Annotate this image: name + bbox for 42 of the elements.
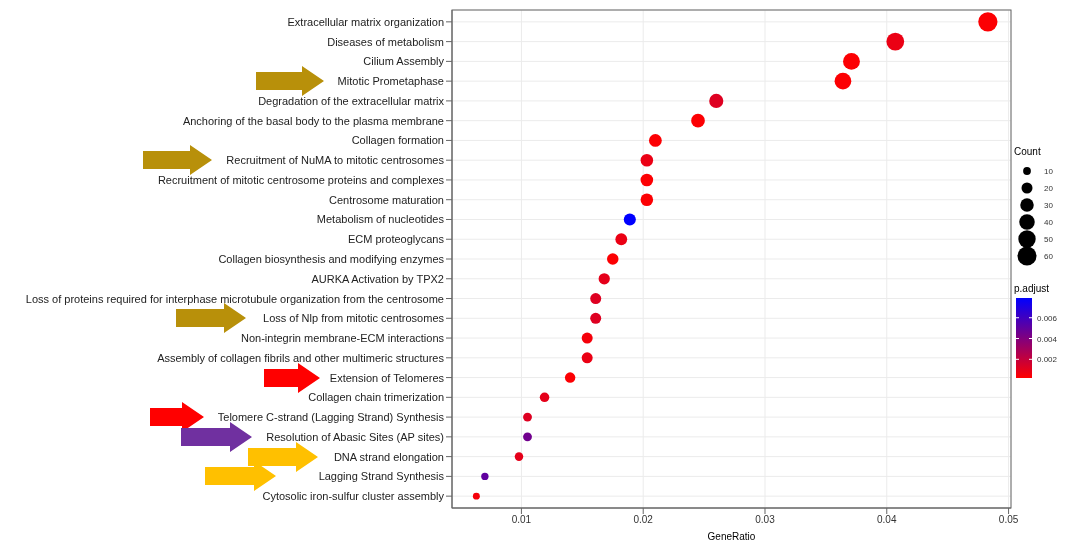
y-tick-label: Loss of Nlp from mitotic centrosomes (263, 312, 445, 325)
y-tick-label: Metabolism of nucleotides (316, 213, 445, 226)
color-bar-label: 0.004 (1037, 334, 1058, 344)
y-tick-label: Collagen formation (351, 134, 444, 147)
y-tick-label: Assembly of collagen fibrils and other multimeric structures (157, 351, 445, 364)
color-bar-title: p.adjust (1014, 283, 1051, 294)
y-tick-label: Collagen biosynthesis and modifying enzymes (218, 253, 445, 265)
y-tick-label: Anchoring of the basal body to the plasma membrane (182, 114, 444, 127)
legend-label: 50 (1044, 235, 1054, 244)
y-tick-label: Degradation of the extracellular matrix (258, 94, 445, 107)
y-tick-label: Collagen chain trimerization (308, 391, 444, 404)
y-tick-label: Extension of Telomeres (329, 371, 445, 384)
y-tick-label: Loss of proteins required for interphase microtubule organization from the centrosome (25, 292, 444, 305)
legend-label: 60 (1044, 252, 1054, 261)
x-tick-label: 0.02 (633, 514, 654, 526)
y-tick-label: Mitotic Prometaphase (337, 75, 444, 88)
legend-label: 10 (1044, 167, 1054, 176)
legend-title: Count (1014, 146, 1042, 157)
y-tick-label: Cytosolic iron-sulfur cluster assembly (262, 490, 445, 503)
y-tick-label: Telomere C-strand (Lagging Strand) Synthesis (217, 411, 445, 424)
y-tick-label: Non-integrin membrane-ECM interactions (241, 332, 445, 345)
x-tick-label: 0.03 (755, 514, 776, 526)
y-tick-label: Cilium Assembly (363, 55, 445, 68)
legend-label: 40 (1044, 218, 1054, 227)
y-tick-label: Centrosome maturation (329, 193, 444, 206)
legend-label: 30 (1044, 201, 1054, 210)
y-tick-label: Extracellular matrix organization (287, 15, 444, 28)
y-tick-label: Recruitment of NuMA to mitotic centrosomes (226, 154, 445, 167)
y-tick-label: Recruitment of mitotic centrosome proteins and complexes (157, 173, 445, 186)
y-tick-label: Resolution of Abasic Sites (AP sites) (266, 430, 444, 443)
y-tick-label: DNA strand elongation (333, 450, 444, 463)
x-tick-label: 0.01 (511, 514, 532, 526)
x-axis-title: GeneRatio (707, 531, 756, 541)
x-tick-label: 0.05 (998, 514, 1019, 526)
color-bar-label: 0.002 (1037, 355, 1058, 365)
color-bar-label: 0.006 (1037, 313, 1058, 323)
legend-label: 20 (1044, 184, 1054, 193)
y-tick-label: ECM proteoglycans (348, 233, 445, 246)
y-tick-label: AURKA Activation by TPX2 (311, 272, 444, 285)
y-tick-label: Diseases of metabolism (327, 35, 444, 48)
x-tick-label: 0.04 (877, 514, 897, 526)
y-tick-label: Lagging Strand Synthesis (318, 470, 445, 483)
